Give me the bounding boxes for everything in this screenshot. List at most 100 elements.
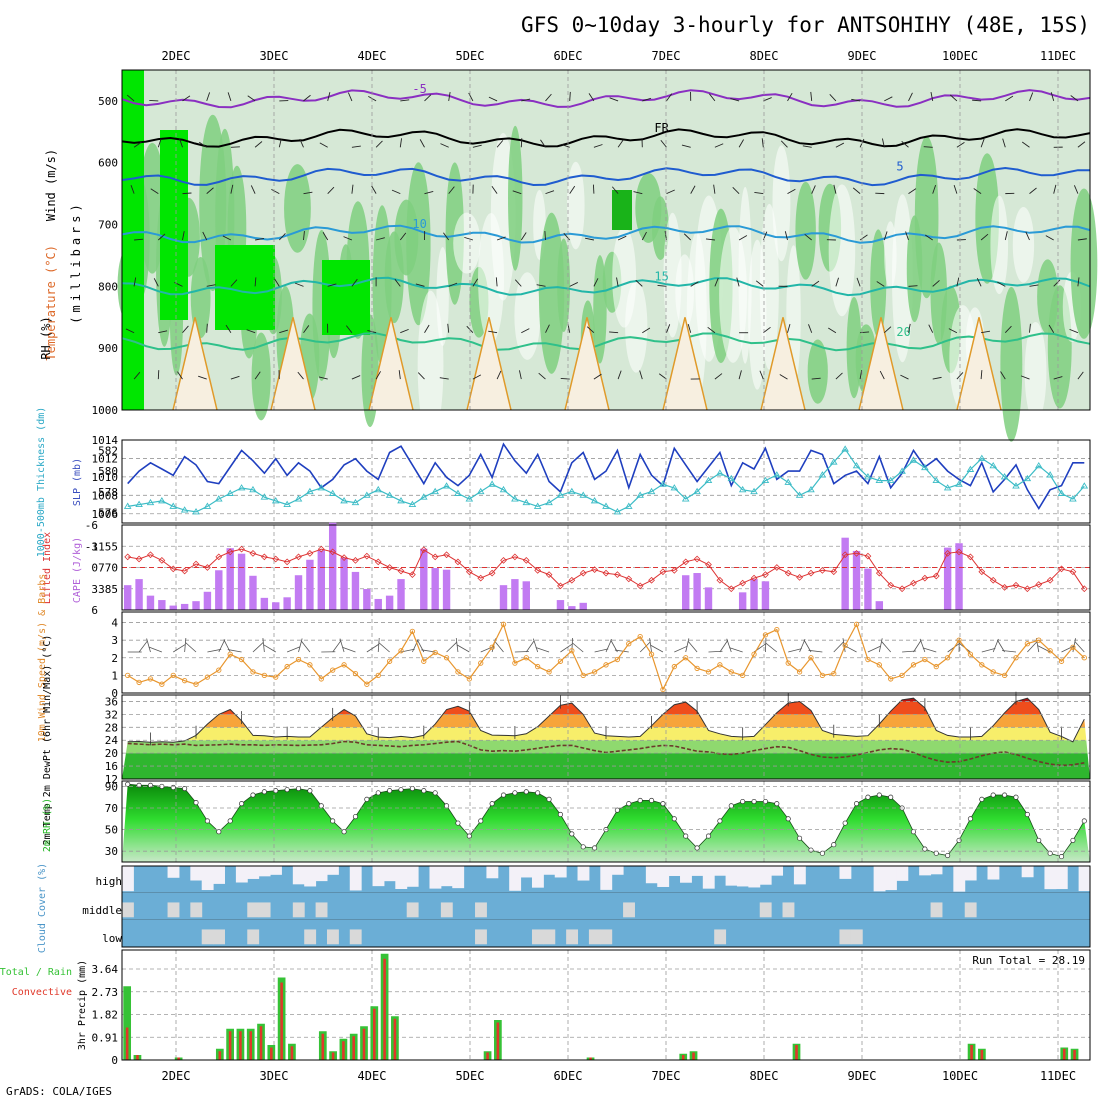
rh-point [433, 791, 437, 795]
cape-bar [750, 579, 757, 610]
cloud-cell [122, 902, 134, 917]
axis-tick-label: 28 [105, 721, 118, 734]
cloud-cell [247, 929, 259, 944]
isotherm-label: 10 [412, 217, 426, 231]
precip-convective-bar [795, 1045, 798, 1060]
rh-point [205, 819, 209, 823]
cape-bar [853, 551, 860, 610]
cape-bar [511, 579, 518, 610]
slp-point [1081, 483, 1087, 488]
cape-bar [876, 601, 883, 610]
rh-point [1082, 819, 1086, 823]
cloud-cell [213, 866, 225, 884]
precip-legend-convective: Convective [12, 987, 72, 998]
rh-point [239, 801, 243, 805]
precip-convective-bar [363, 1029, 366, 1060]
precip-convective-bar [394, 1019, 397, 1060]
rh-point [137, 783, 141, 787]
cape-bar [682, 575, 689, 610]
wind-barb [526, 641, 534, 652]
cloud-cell [680, 866, 692, 883]
rh-point [797, 836, 801, 840]
cloud-cell [259, 866, 271, 876]
cloud-cell [703, 866, 715, 889]
cloud-cell [794, 866, 806, 884]
rh-point [182, 786, 186, 790]
cloud-cell [1022, 866, 1034, 877]
wind-barb [997, 640, 1004, 652]
cloud-cell [839, 929, 851, 944]
cloud-cell [566, 929, 578, 944]
wind-barb [207, 324, 208, 333]
slp-label: SLP (mb) [72, 458, 83, 506]
cloud-cell [304, 866, 316, 886]
top-date-label: 8DEC [750, 49, 779, 63]
rh-region [122, 70, 144, 410]
wind-barb [766, 643, 777, 652]
precip-convective-bar [352, 1036, 355, 1060]
rh-point [171, 785, 175, 789]
cloud-cell [407, 866, 419, 887]
rh-point [547, 797, 551, 801]
rh-point [251, 793, 255, 797]
axis-tick-label: 3 [111, 634, 118, 647]
cloud-cell [988, 866, 1000, 880]
axis-tick-label: 1 [111, 669, 118, 682]
rh-point [353, 814, 357, 818]
rh-point [627, 801, 631, 805]
cape-bar [762, 581, 769, 610]
axis-tick-label: 32 [105, 708, 118, 721]
cloud-cell [452, 866, 464, 888]
top-date-label: 6DEC [554, 49, 583, 63]
wind-barb [333, 641, 341, 652]
bottom-date-label: 2DEC [162, 1069, 191, 1083]
cloud-cell [657, 866, 669, 887]
cape-bar [318, 550, 325, 610]
wind-barb [183, 193, 192, 194]
cloud-cell [350, 929, 362, 944]
rh-point [148, 783, 152, 787]
cloud-cell [293, 902, 305, 917]
wind-barb [533, 639, 537, 652]
cloud-cell [190, 902, 202, 917]
bottom-date-label: 4DEC [358, 1069, 387, 1083]
rh-point [786, 817, 790, 821]
axis-tick-label: 500 [98, 95, 118, 108]
axis-tick-label: 1012 [92, 452, 119, 465]
cloud-cell [543, 866, 555, 875]
wind-barb [139, 641, 147, 652]
rh-region [625, 281, 647, 373]
cape-bar [864, 569, 871, 610]
top-date-label: 10DEC [942, 49, 978, 63]
cloud-cell [407, 902, 419, 917]
precip-convective-bar [373, 1009, 376, 1060]
rh-point [285, 787, 289, 791]
rh-point [820, 851, 824, 855]
cloud-cell [395, 866, 407, 889]
cloud-cell [486, 866, 498, 878]
precip-convective-bar [260, 1026, 263, 1060]
rh-point [1048, 851, 1052, 855]
upper-wind-label: Wind (m/s) [44, 149, 58, 221]
cape-bar [443, 570, 450, 610]
rh-point [945, 853, 949, 857]
bottom-date-label: 11DEC [1040, 1069, 1076, 1083]
axis-tick-label: 1.82 [92, 1009, 119, 1022]
cape-bar [329, 523, 336, 610]
precip-convective-bar [692, 1053, 695, 1061]
rh-point [262, 790, 266, 794]
wind-barb [173, 645, 185, 652]
precip-convective-bar [1063, 1049, 1066, 1060]
wind-barb [340, 639, 344, 652]
rh-point [980, 797, 984, 801]
cloud-cell [726, 866, 738, 886]
axis-tick-label: 20 [105, 747, 118, 760]
wind-barb [457, 645, 469, 652]
cloud-cell [202, 929, 214, 944]
cloud-cell [327, 929, 339, 944]
top-date-labels: 2DEC 3DEC 4DEC 5DEC 6DEC 7DEC 8DEC 9DEC … [162, 49, 1077, 63]
rh-point [228, 819, 232, 823]
precip-convective-bar [1073, 1050, 1076, 1060]
rh-point [558, 812, 562, 816]
rh-point [376, 791, 380, 795]
